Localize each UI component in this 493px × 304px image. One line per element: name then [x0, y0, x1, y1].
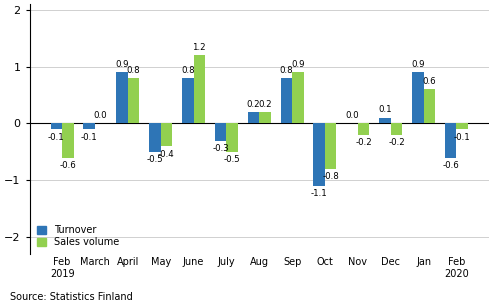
Bar — [182, 78, 194, 123]
Bar — [457, 123, 468, 129]
Text: 0.9: 0.9 — [115, 60, 129, 69]
Text: 1.2: 1.2 — [192, 43, 206, 52]
Text: Source: Statistics Finland: Source: Statistics Finland — [10, 292, 133, 302]
Text: 0.8: 0.8 — [181, 66, 195, 74]
Text: -0.6: -0.6 — [60, 161, 76, 170]
Bar — [379, 118, 391, 123]
Text: -0.3: -0.3 — [212, 144, 229, 153]
Text: -0.8: -0.8 — [322, 172, 339, 181]
Bar — [281, 78, 292, 123]
Bar — [314, 123, 325, 186]
Text: -0.6: -0.6 — [442, 161, 459, 170]
Text: 0.2: 0.2 — [258, 100, 272, 109]
Bar — [292, 72, 304, 123]
Text: 0.6: 0.6 — [423, 77, 436, 86]
Text: 0.0: 0.0 — [94, 111, 107, 120]
Bar — [83, 123, 95, 129]
Text: -0.1: -0.1 — [48, 133, 65, 142]
Text: 0.9: 0.9 — [291, 60, 305, 69]
Text: 0.9: 0.9 — [411, 60, 424, 69]
Text: -0.4: -0.4 — [158, 150, 175, 159]
Text: -1.1: -1.1 — [311, 189, 328, 199]
Text: 0.8: 0.8 — [127, 66, 141, 74]
Bar — [149, 123, 161, 152]
Text: -0.1: -0.1 — [81, 133, 98, 142]
Text: -0.2: -0.2 — [355, 138, 372, 147]
Text: 0.0: 0.0 — [345, 111, 359, 120]
Bar — [194, 55, 205, 123]
Text: 0.1: 0.1 — [378, 105, 392, 114]
Bar — [445, 123, 457, 157]
Legend: Turnover, Sales volume: Turnover, Sales volume — [35, 223, 121, 249]
Bar — [259, 112, 271, 123]
Text: -0.1: -0.1 — [454, 133, 471, 142]
Text: -0.5: -0.5 — [146, 155, 163, 164]
Text: 0.8: 0.8 — [280, 66, 293, 74]
Bar — [51, 123, 62, 129]
Bar — [128, 78, 140, 123]
Bar — [215, 123, 226, 140]
Bar — [412, 72, 423, 123]
Bar — [248, 112, 259, 123]
Bar — [62, 123, 73, 157]
Text: 0.2: 0.2 — [246, 100, 260, 109]
Bar — [116, 72, 128, 123]
Bar — [325, 123, 337, 169]
Text: -0.2: -0.2 — [388, 138, 405, 147]
Bar — [226, 123, 238, 152]
Bar — [391, 123, 402, 135]
Text: -0.5: -0.5 — [224, 155, 241, 164]
Bar — [161, 123, 172, 146]
Bar — [358, 123, 369, 135]
Bar — [423, 89, 435, 123]
